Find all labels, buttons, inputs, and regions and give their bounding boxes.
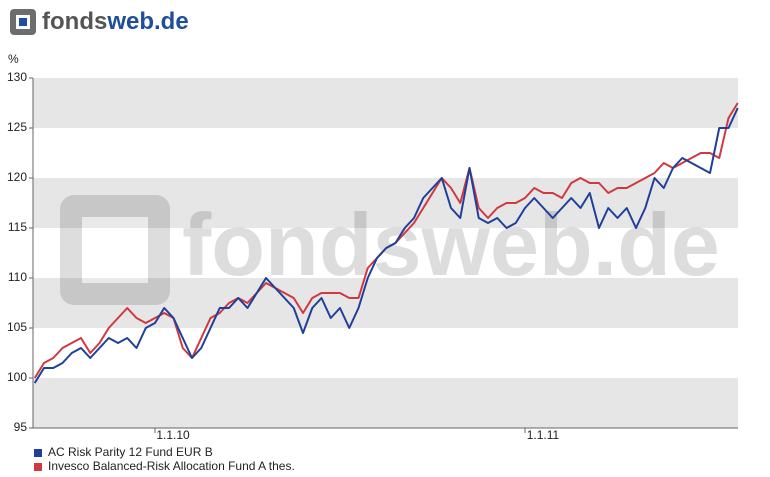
y-tick-label: 110	[8, 270, 27, 284]
y-tick-label: 125	[7, 120, 27, 134]
watermark-icon	[60, 195, 170, 305]
legend-label: AC Risk Parity 12 Fund EUR B	[48, 445, 213, 459]
plot-background	[33, 78, 738, 428]
legend-swatch	[34, 463, 42, 471]
grid-band	[33, 78, 738, 128]
plot-area	[33, 78, 738, 428]
legend-label: Invesco Balanced-Risk Allocation Fund A …	[48, 459, 295, 473]
y-unit: %	[8, 52, 19, 66]
watermark-part: fonds	[182, 195, 422, 294]
series-line	[33, 107, 739, 384]
x-tick-label: 1.1.10	[156, 428, 190, 442]
grid-band	[33, 378, 738, 428]
grid-band	[33, 178, 738, 228]
legend-swatch	[34, 449, 42, 457]
y-tick-label: 120	[7, 170, 27, 184]
y-tick-label: 130	[7, 70, 27, 84]
logo-part: web.de	[106, 8, 188, 35]
logo-text: fondsweb.de	[42, 8, 189, 35]
y-tick-label: 115	[8, 220, 27, 234]
logo-part: fonds	[42, 8, 107, 35]
x-tick-label: 1.1.11	[527, 428, 560, 442]
watermark-part: web.de	[421, 195, 720, 294]
y-tick-label: 95	[14, 420, 28, 434]
watermark-icon-inner	[82, 217, 148, 283]
y-tick-label: 105	[7, 320, 27, 334]
watermark-text: fondsweb.de	[182, 195, 720, 294]
y-tick-label: 100	[7, 370, 27, 384]
watermark: fondsweb.de	[60, 195, 720, 305]
logo-icon-core	[19, 18, 27, 26]
